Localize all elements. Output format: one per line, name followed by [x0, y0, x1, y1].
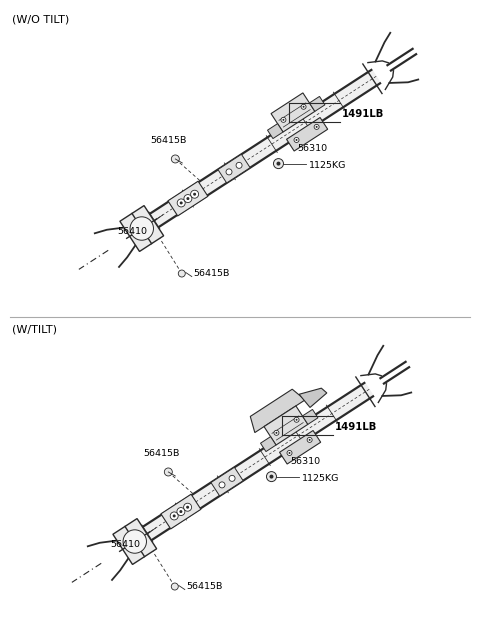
Circle shape: [294, 138, 299, 143]
Circle shape: [130, 217, 154, 240]
Circle shape: [177, 508, 185, 515]
Circle shape: [302, 106, 305, 108]
Text: 56415B: 56415B: [144, 449, 180, 458]
Text: 1491LB: 1491LB: [335, 422, 377, 432]
Polygon shape: [302, 410, 318, 424]
Text: 1491LB: 1491LB: [342, 110, 384, 119]
Circle shape: [164, 468, 172, 476]
Circle shape: [186, 506, 189, 508]
Circle shape: [274, 430, 279, 436]
Circle shape: [296, 419, 298, 421]
Polygon shape: [287, 117, 328, 151]
Circle shape: [287, 451, 292, 455]
Text: 56415B: 56415B: [150, 136, 187, 145]
Circle shape: [173, 514, 176, 517]
Circle shape: [184, 195, 192, 203]
Circle shape: [296, 139, 298, 141]
Circle shape: [229, 476, 235, 481]
Circle shape: [309, 439, 311, 441]
Polygon shape: [279, 430, 321, 464]
Text: 56415B: 56415B: [194, 269, 230, 278]
Polygon shape: [299, 388, 327, 408]
Circle shape: [184, 503, 192, 511]
Text: 1125KG: 1125KG: [309, 161, 346, 170]
Polygon shape: [261, 437, 276, 451]
Text: 56415B: 56415B: [187, 582, 223, 591]
Circle shape: [282, 119, 285, 121]
Polygon shape: [211, 467, 243, 496]
Circle shape: [314, 124, 319, 129]
Circle shape: [269, 475, 274, 479]
Polygon shape: [310, 96, 325, 112]
Circle shape: [219, 482, 225, 488]
Text: 56310: 56310: [297, 144, 327, 153]
Polygon shape: [122, 382, 374, 553]
Polygon shape: [168, 181, 208, 216]
Polygon shape: [218, 154, 250, 183]
Circle shape: [191, 190, 199, 198]
Polygon shape: [113, 519, 156, 564]
Circle shape: [288, 452, 290, 454]
Circle shape: [307, 437, 312, 443]
Circle shape: [177, 199, 185, 207]
Circle shape: [178, 270, 185, 277]
Text: 56410: 56410: [118, 227, 148, 236]
Circle shape: [180, 202, 183, 204]
Circle shape: [186, 197, 190, 200]
Circle shape: [301, 104, 306, 109]
Polygon shape: [264, 406, 308, 445]
Circle shape: [171, 583, 178, 590]
Circle shape: [281, 117, 286, 122]
Polygon shape: [271, 93, 315, 132]
Circle shape: [170, 512, 178, 520]
Polygon shape: [250, 389, 305, 432]
Circle shape: [123, 530, 146, 553]
Circle shape: [171, 155, 180, 163]
Circle shape: [294, 417, 299, 422]
Circle shape: [236, 162, 242, 169]
Text: (W/TILT): (W/TILT): [12, 325, 57, 335]
Circle shape: [274, 158, 284, 169]
Text: (W/O TILT): (W/O TILT): [12, 14, 69, 24]
Circle shape: [266, 472, 276, 482]
Text: 56410: 56410: [111, 540, 141, 549]
Circle shape: [193, 193, 196, 196]
Polygon shape: [120, 205, 164, 252]
Polygon shape: [129, 69, 381, 241]
Circle shape: [276, 162, 280, 165]
Text: 1125KG: 1125KG: [301, 474, 339, 483]
Circle shape: [276, 432, 277, 434]
Circle shape: [180, 510, 182, 513]
Text: 56310: 56310: [290, 456, 320, 466]
Circle shape: [316, 126, 318, 128]
Polygon shape: [267, 124, 283, 139]
Polygon shape: [161, 495, 201, 529]
Circle shape: [226, 169, 232, 175]
